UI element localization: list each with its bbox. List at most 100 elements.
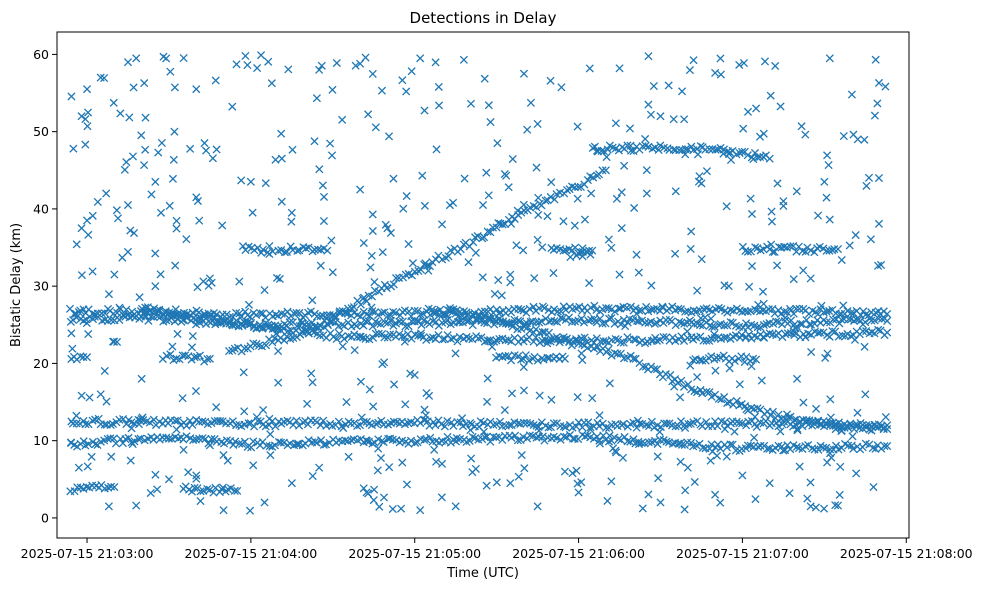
data-point — [771, 61, 780, 71]
data-point — [453, 337, 462, 346]
data-point — [644, 490, 653, 499]
data-point — [195, 351, 205, 360]
data-point — [822, 420, 831, 429]
data-point — [315, 331, 325, 340]
data-point — [774, 306, 783, 315]
data-point — [792, 187, 801, 196]
data-point — [801, 130, 810, 139]
data-point — [402, 87, 411, 96]
data-point — [389, 280, 398, 289]
data-point — [430, 445, 439, 454]
data-point — [525, 304, 534, 313]
data-point — [479, 427, 488, 436]
data-point — [689, 356, 698, 365]
data-point — [571, 243, 580, 252]
data-point — [170, 127, 179, 136]
data-point — [261, 179, 270, 188]
data-point — [191, 387, 201, 396]
data-point — [494, 276, 503, 285]
data-point — [611, 334, 620, 344]
data-point — [500, 405, 509, 415]
data-point — [72, 419, 81, 428]
data-point — [106, 420, 115, 430]
data-point — [74, 463, 83, 472]
data-point — [576, 182, 585, 192]
data-point — [612, 194, 621, 203]
data-point — [716, 498, 725, 507]
data-point — [546, 76, 555, 85]
data-point — [398, 458, 407, 467]
data-point — [109, 434, 118, 443]
data-point — [373, 466, 382, 475]
data-point — [506, 278, 515, 287]
data-point — [125, 113, 134, 122]
data-point — [389, 174, 398, 183]
data-point — [234, 321, 243, 330]
data-point — [301, 244, 310, 253]
data-point — [213, 317, 222, 326]
data-point — [243, 61, 252, 70]
data-point — [404, 418, 413, 428]
data-point — [310, 245, 319, 254]
data-point — [492, 420, 501, 429]
data-point — [358, 294, 367, 303]
data-point — [616, 338, 625, 347]
data-point — [670, 382, 679, 391]
data-point — [525, 431, 534, 440]
data-point — [277, 154, 286, 163]
data-point — [312, 418, 321, 427]
data-point — [549, 305, 559, 314]
data-point — [524, 356, 534, 365]
data-point — [649, 81, 658, 91]
data-point — [781, 313, 790, 322]
data-point — [822, 318, 831, 327]
data-point — [237, 176, 246, 185]
data-point — [852, 469, 861, 478]
data-point — [825, 54, 834, 63]
data-point — [716, 70, 725, 79]
data-point — [572, 466, 581, 475]
data-point — [742, 319, 751, 328]
data-point — [725, 398, 734, 407]
data-point — [604, 345, 613, 354]
data-point — [510, 319, 520, 328]
data-point — [192, 85, 201, 94]
data-point — [735, 419, 744, 428]
data-point — [664, 81, 673, 90]
x-tick-label: 2025-07-15 21:03:00 — [21, 546, 154, 561]
data-point — [188, 420, 197, 429]
data-point — [642, 189, 651, 198]
data-point — [758, 287, 768, 296]
data-point — [483, 336, 492, 345]
data-point — [356, 185, 365, 194]
data-point — [210, 313, 219, 322]
data-point — [451, 502, 460, 511]
data-point — [743, 307, 752, 316]
data-point — [109, 337, 119, 346]
data-point — [549, 419, 558, 428]
data-point — [124, 433, 133, 442]
data-point — [341, 436, 350, 445]
data-point — [173, 416, 182, 425]
data-point — [519, 246, 528, 255]
data-point — [397, 332, 407, 341]
data-point — [538, 327, 547, 337]
data-point — [849, 444, 858, 453]
data-point — [277, 309, 286, 318]
data-point — [746, 194, 755, 203]
x-tick-label: 2025-07-15 21:05:00 — [348, 546, 481, 561]
data-point — [644, 100, 653, 109]
data-point — [264, 57, 273, 66]
data-point — [352, 321, 361, 330]
data-point — [573, 393, 582, 402]
data-point — [773, 179, 782, 188]
data-point — [151, 177, 160, 186]
data-point — [743, 107, 753, 116]
data-point — [806, 274, 815, 283]
data-point — [767, 207, 776, 216]
data-point — [500, 169, 509, 179]
data-point — [295, 246, 304, 255]
data-point — [711, 145, 720, 154]
data-point — [340, 308, 350, 317]
data-point — [714, 303, 723, 313]
